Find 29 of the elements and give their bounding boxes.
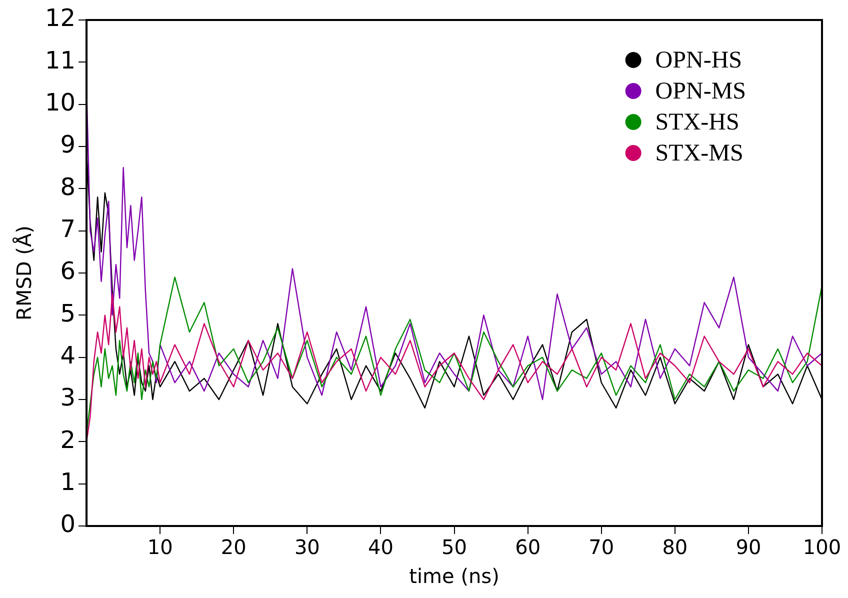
y-tick-label: 2	[60, 426, 76, 454]
y-tick-label: 5	[60, 299, 76, 328]
x-tick-label: 20	[220, 535, 246, 560]
x-tick-label: 90	[736, 535, 762, 560]
x-tick-label: 40	[368, 535, 394, 560]
y-tick-label: 1	[60, 468, 76, 496]
y-tick-label: 6	[60, 257, 76, 286]
y-tick-label: 8	[60, 172, 76, 201]
x-tick-label: 50	[442, 535, 467, 560]
y-tick-label: 9	[60, 130, 76, 159]
x-tick-label: 100	[802, 535, 842, 560]
y-tick-label: 11	[44, 46, 76, 74]
x-tick-label: 30	[294, 535, 320, 560]
legend-label: OPN-HS	[655, 47, 742, 74]
x-axis-title: time (ns)	[409, 564, 500, 588]
legend-label: STX-HS	[655, 109, 740, 136]
x-tick-label: 10	[147, 535, 173, 560]
x-tick-label: 70	[588, 535, 614, 560]
legend-label: STX-MS	[655, 140, 744, 166]
y-tick-label: 3	[60, 384, 76, 412]
y-tick-label: 7	[60, 215, 76, 244]
y-axis-title: RMSD (Å)	[12, 226, 36, 320]
x-tick-label: 60	[515, 535, 541, 560]
y-tick-label: 0	[60, 510, 76, 538]
y-tick-label: 10	[44, 88, 76, 117]
y-tick-label: 4	[60, 342, 76, 370]
legend-label: OPN-MS	[655, 78, 746, 104]
x-tick-label: 80	[662, 535, 688, 560]
y-tick-label: 12	[44, 4, 76, 32]
